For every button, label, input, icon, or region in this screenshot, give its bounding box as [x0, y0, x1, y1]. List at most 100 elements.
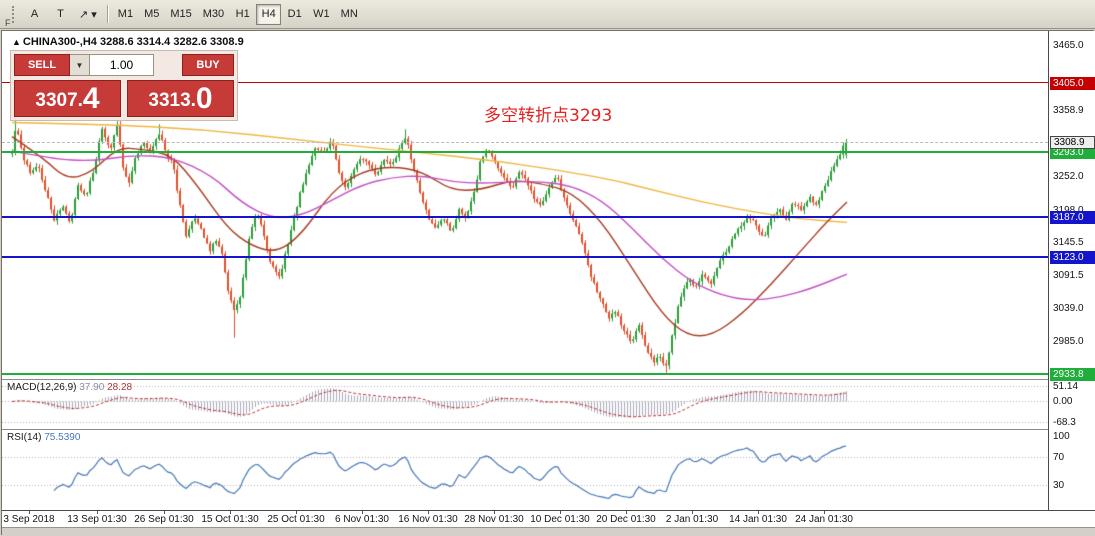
hline-price-label-2933.8: 2933.8 [1050, 367, 1095, 381]
time-label: 24 Jan 01:30 [795, 514, 853, 525]
macd-canvas [2, 380, 1048, 429]
price-tick: 3358.9 [1053, 105, 1084, 117]
hline-price-label-3187.0: 3187.0 [1050, 211, 1095, 225]
sell-button[interactable]: SELL [14, 54, 70, 76]
time-label: 25 Oct 01:30 [267, 514, 325, 525]
toolbar-grip[interactable] [12, 5, 16, 23]
buy-price-display[interactable]: 3313. 0 [127, 80, 234, 117]
window-bottom-strip [2, 527, 1095, 536]
rsi-value: 75.5390 [44, 432, 81, 443]
macd-main-value: 37.90 [79, 382, 105, 393]
buy-price-last-digit: 0 [195, 82, 213, 115]
toolbar-handle-label: F [5, 18, 11, 28]
rsi-axis-label: 70 [1053, 451, 1065, 463]
horizontal-line-3187.0[interactable] [2, 216, 1048, 219]
time-tick [230, 511, 231, 514]
price-tick: 3465.0 [1053, 39, 1084, 51]
time-tick [29, 511, 30, 514]
timeframe-buttons-group: M1 M5 M15 M30 H1 H4 D1 W1 MN [113, 3, 363, 25]
price-tick: 3145.5 [1053, 237, 1084, 248]
time-label: 14 Jan 01:30 [729, 514, 787, 525]
price-axis[interactable]: 3465.0 3358.9 3252.0 3198.0 3145.5 3091.5 3039… [1048, 31, 1095, 510]
rsi-label: RSI(14) 75.5390 [7, 432, 81, 443]
time-tick [626, 511, 627, 514]
time-label: 3 Sep 2018 [3, 514, 55, 525]
chart-title: ▲ CHINA300-,H4 3288.6 3314.4 3282.6 3308.… [12, 36, 244, 48]
timeframe-h4[interactable]: H4 [256, 3, 282, 25]
timeframe-w1[interactable]: W1 [308, 4, 335, 25]
time-tick [824, 511, 825, 514]
rsi-panel-separator[interactable] [2, 429, 1095, 430]
price-tick: 3091.5 [1053, 270, 1084, 282]
price-chart-area[interactable]: ▲ CHINA300-,H4 3288.6 3314.4 3282.6 3308.… [2, 31, 1048, 379]
time-label: 6 Nov 01:30 [335, 514, 389, 525]
time-tick [362, 511, 363, 514]
symbol-label: CHINA300-,H4 [22, 36, 97, 48]
rsi-canvas [2, 430, 1048, 509]
hline-price-label-3405.0: 3405.0 [1050, 76, 1095, 90]
macd-axis-label: 51.14 [1053, 380, 1079, 392]
volume-input[interactable] [90, 54, 154, 76]
price-tick: 3198.0 [1053, 204, 1084, 216]
macd-panel[interactable]: MACD(12,26,9) 37.90 28.28 [2, 380, 1048, 429]
horizontal-line-3405.0[interactable] [2, 82, 1048, 84]
sell-price-last-digit: 4 [82, 82, 100, 115]
volume-dropdown-button[interactable]: ▼ [70, 54, 90, 76]
sell-price: 3307. [35, 90, 83, 111]
horizontal-line-3123.0[interactable] [2, 255, 1048, 258]
ohlc-values: 3288.6 3314.4 3282.6 3308.9 [99, 36, 244, 48]
time-label: 13 Sep 01:30 [67, 514, 127, 525]
macd-axis-label: 0.00 [1053, 396, 1073, 408]
time-label: 26 Sep 01:30 [134, 514, 194, 525]
timeframe-m1[interactable]: M1 [113, 4, 138, 25]
time-tick [758, 511, 759, 514]
time-tick [428, 511, 429, 514]
time-label: 28 Nov 01:30 [464, 514, 524, 525]
time-tick [97, 511, 98, 514]
text-tool-button[interactable]: A [22, 4, 47, 25]
current-price-label: 3308.9 [1050, 136, 1095, 150]
timeframe-m5[interactable]: M5 [139, 4, 164, 25]
rsi-axis-label: 30 [1053, 480, 1065, 492]
price-tick: 3039.0 [1053, 302, 1084, 314]
timeframe-m30[interactable]: M30 [198, 4, 229, 25]
one-click-trading-panel: SELL ▼ BUY 3307.4 3313.0 [10, 50, 238, 121]
horizontal-line-2933.8[interactable] [2, 372, 1048, 375]
price-tick: 2985.0 [1053, 335, 1084, 347]
macd-signal-value: 28.28 [107, 382, 133, 393]
time-label: 2 Jan 01:30 [665, 514, 719, 525]
macd-panel-separator[interactable] [2, 379, 1095, 380]
toolbar: F A T ↗ ▾ M1 M5 M15 M30 H1 H4 D1 W1 MN [0, 0, 1095, 29]
current-price-line [2, 142, 1048, 144]
timeframe-h1[interactable]: H1 [230, 4, 255, 25]
buy-price: 3313. [148, 90, 196, 111]
hline-price-label-3123.0: 3123.0 [1050, 250, 1095, 264]
collapse-arrow-icon[interactable]: ▲ [12, 37, 21, 47]
time-tick [164, 511, 165, 514]
buy-button[interactable]: BUY [182, 54, 234, 76]
rsi-panel[interactable]: RSI(14) 75.5390 [2, 430, 1048, 509]
time-label: 16 Nov 01:30 [398, 514, 458, 525]
tool-buttons-group: A T ↗ ▾ [22, 4, 102, 25]
time-tick [494, 511, 495, 514]
time-tick [692, 511, 693, 514]
label-tool-button[interactable]: T [48, 4, 73, 25]
horizontal-line-3293.0[interactable] [2, 151, 1048, 154]
price-tick: 3252.0 [1053, 171, 1084, 183]
time-label: 20 Dec 01:30 [596, 514, 656, 525]
chart-window: ▲ CHINA300-,H4 3288.6 3314.4 3282.6 3308.… [1, 30, 1095, 536]
toolbar-separator [106, 5, 108, 23]
timeframe-m15[interactable]: M15 [165, 4, 196, 25]
drawing-tools-button[interactable]: ↗ ▾ [74, 4, 102, 25]
time-tick [560, 511, 561, 514]
time-axis[interactable]: 3 Sep 2018 13 Sep 01:30 26 Sep 01:30 15 Oct… [2, 510, 1095, 527]
rsi-axis-label: 100 [1053, 430, 1070, 442]
time-label: 10 Dec 01:30 [530, 514, 590, 525]
hline-price-label-3293.0: 3293.0 [1050, 146, 1095, 160]
time-tick [296, 511, 297, 514]
sell-price-display[interactable]: 3307. 4 [14, 80, 121, 117]
timeframe-mn[interactable]: MN [336, 4, 363, 25]
macd-label: MACD(12,26,9) 37.90 28.28 [7, 382, 133, 393]
timeframe-d1[interactable]: D1 [282, 4, 307, 25]
time-label: 15 Oct 01:30 [201, 514, 259, 525]
